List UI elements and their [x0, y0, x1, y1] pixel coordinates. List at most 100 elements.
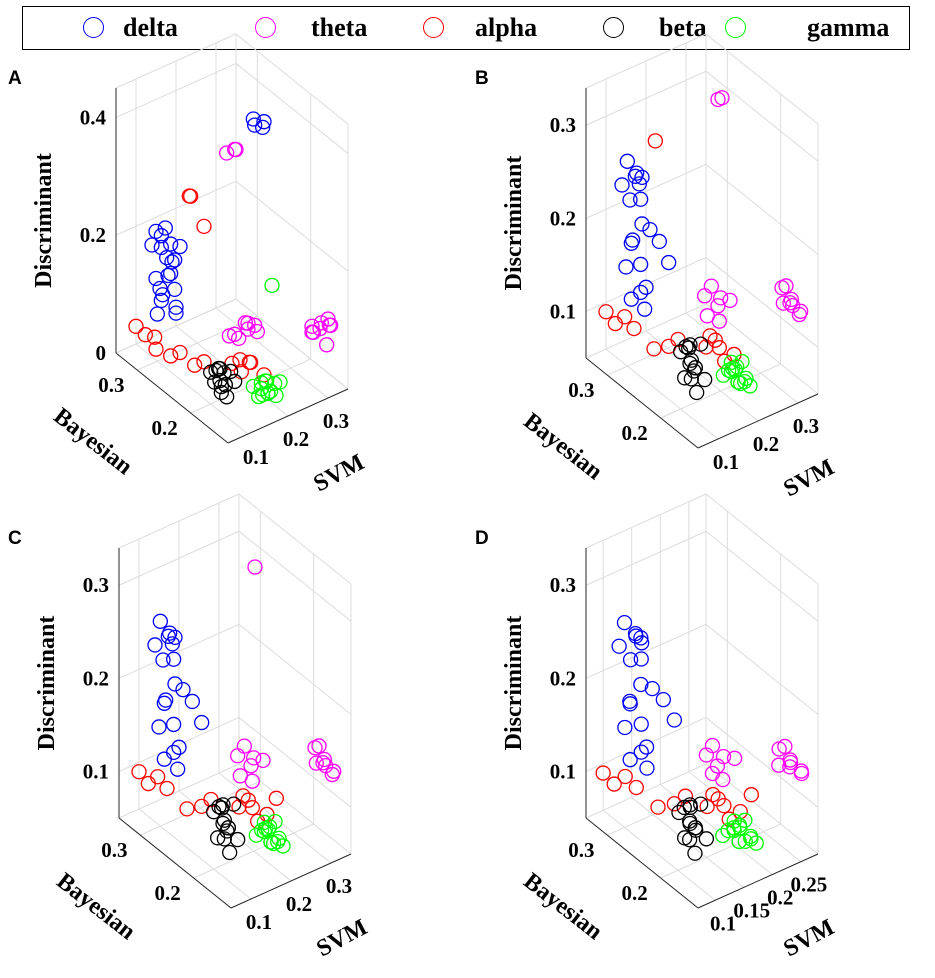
y-tick-label: 0.3: [568, 838, 594, 862]
point-delta: [160, 628, 176, 644]
grid-line: [585, 70, 707, 126]
point-alpha: [181, 188, 197, 204]
point-gamma: [721, 362, 737, 378]
point-delta: [638, 739, 655, 755]
x-axis-line: [230, 853, 352, 909]
point-theta: [240, 315, 256, 331]
y-axis-line: [585, 357, 699, 449]
point-alpha: [244, 800, 260, 816]
panel-c: C 0.1 0.2 0.3 0.2 0.3 0.1 0.2 0.3 SVM Bayesian Dis…: [8, 493, 466, 978]
box-edge: [585, 303, 707, 359]
point-theta: [715, 748, 732, 765]
y-tick-label: 0.3: [101, 838, 127, 862]
point-alpha: [646, 341, 662, 357]
point-delta: [148, 270, 164, 287]
point-delta: [148, 223, 164, 240]
x-tick-label: 0.15: [733, 898, 770, 922]
y-tick-label: 0.3: [568, 378, 594, 402]
point-delta: [153, 239, 169, 256]
legend-label-beta: beta: [659, 13, 707, 42]
grid-line: [238, 623, 352, 715]
point-alpha: [131, 764, 147, 780]
point-delta: [159, 249, 175, 266]
point-delta: [622, 752, 638, 768]
point-alpha: [187, 357, 203, 373]
point-delta: [631, 176, 647, 192]
point-alpha: [232, 352, 248, 368]
point-theta: [246, 750, 262, 766]
x-tick-label: 0.1: [713, 450, 739, 474]
point-delta: [194, 714, 210, 731]
point-delta: [633, 635, 650, 651]
grid-line: [138, 808, 252, 900]
point-beta: [683, 352, 699, 368]
x-tick-label: 0.3: [793, 414, 819, 438]
point-theta: [304, 324, 320, 340]
point-theta: [247, 559, 263, 575]
panel-a: A 0.1 0.2 0.3 0.2 0.3 0 0.2 0.4 SVM Bayesian Discr…: [8, 33, 466, 518]
point-delta: [617, 719, 633, 736]
point-delta: [167, 676, 183, 692]
point-delta: [166, 716, 182, 733]
point-beta: [689, 384, 705, 401]
point-gamma: [748, 835, 764, 851]
z-axis-title: Discriminant: [501, 156, 527, 291]
point-delta: [637, 301, 653, 317]
legend-marker-alpha: [423, 17, 444, 38]
point-delta: [247, 117, 263, 133]
panel-label-c: C: [8, 528, 22, 549]
chart-a-svg: 0.1 0.2 0.3 0.2 0.3 0 0.2 0.4 SVM Bayesian Discrim…: [31, 33, 369, 497]
point-beta: [698, 831, 715, 847]
point-alpha: [702, 328, 718, 344]
point-gamma: [254, 822, 270, 838]
point-theta: [308, 755, 324, 771]
point-delta: [623, 235, 639, 251]
point-gamma: [723, 354, 739, 370]
point-alpha: [716, 797, 732, 814]
legend-label-theta: theta: [311, 13, 368, 42]
point-alpha: [128, 318, 144, 334]
point-delta: [163, 265, 179, 282]
point-theta: [311, 738, 327, 754]
legend-label-alpha: alpha: [475, 13, 538, 42]
point-delta: [152, 280, 168, 297]
grid-line: [602, 809, 716, 901]
point-delta: [633, 256, 649, 273]
point-delta: [633, 191, 649, 207]
legend-marker-gamma: [725, 17, 746, 38]
point-theta: [231, 330, 247, 347]
z-tick-label: 0.4: [80, 105, 107, 129]
point-theta: [320, 311, 336, 327]
point-delta: [634, 169, 650, 186]
point-theta: [699, 308, 715, 324]
point-delta: [623, 291, 639, 307]
point-alpha: [235, 788, 251, 804]
grid-line: [705, 257, 819, 348]
point-theta: [255, 752, 271, 769]
grid-line: [118, 716, 240, 772]
point-beta: [213, 378, 229, 395]
x-axis-line: [697, 393, 819, 449]
point-gamma: [742, 378, 758, 394]
box-edge: [238, 763, 352, 855]
point-delta: [666, 712, 683, 728]
point-theta: [726, 750, 743, 766]
point-delta: [156, 695, 172, 711]
point-theta: [304, 318, 320, 334]
grid-line: [660, 823, 781, 879]
point-gamma: [260, 385, 276, 401]
point-delta: [614, 177, 630, 193]
point-alpha: [172, 344, 188, 361]
z-tick-label: 0.2: [550, 206, 576, 230]
point-beta: [697, 371, 713, 388]
z-axis-title: Discriminant: [31, 153, 57, 288]
legend-label-gamma: gamma: [807, 13, 890, 42]
chart-c-svg: 0.1 0.2 0.3 0.2 0.3 0.1 0.2 0.3 SVM Bayesian Discr…: [34, 493, 372, 962]
point-gamma: [743, 831, 759, 847]
grid-line: [585, 716, 707, 772]
point-theta: [714, 90, 730, 106]
y-tick-label: 0.2: [155, 881, 181, 905]
point-beta: [210, 830, 226, 846]
point-gamma: [737, 812, 753, 828]
point-alpha: [148, 341, 164, 357]
